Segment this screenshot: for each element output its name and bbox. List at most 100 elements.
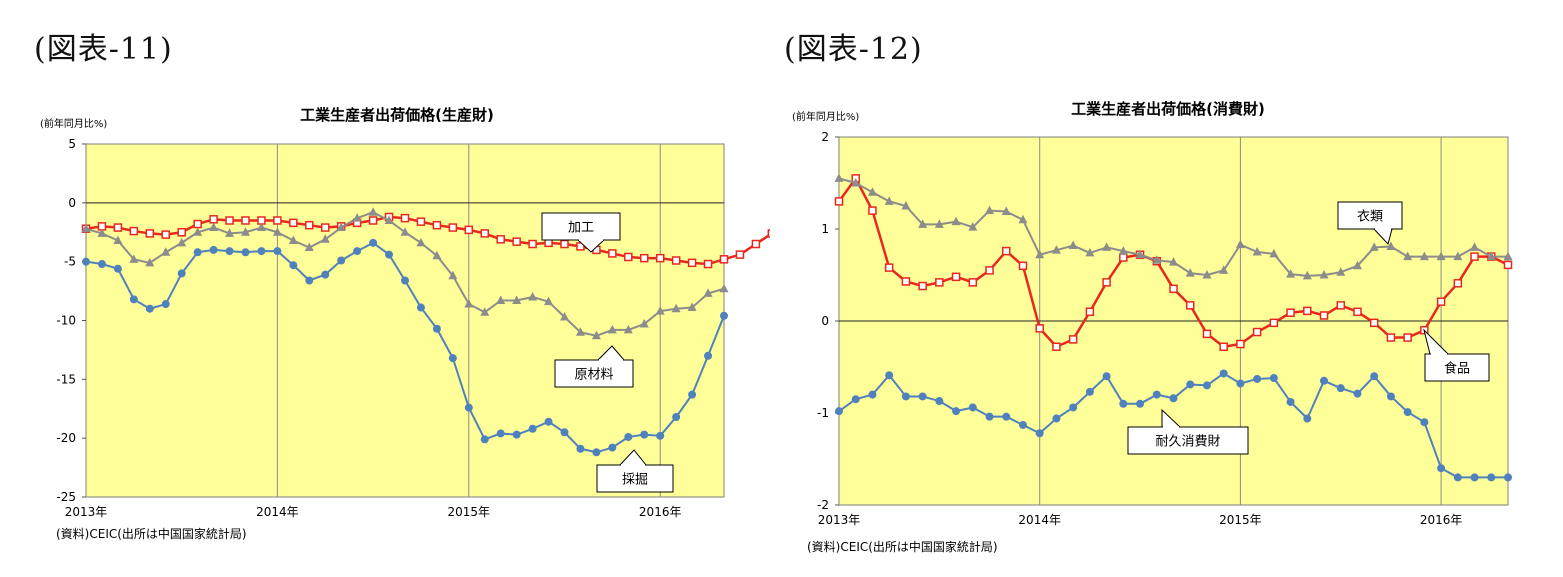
y-tick-label: -25 (56, 490, 76, 504)
data-point (225, 228, 235, 237)
data-point (416, 237, 426, 247)
data-point (1219, 369, 1228, 378)
data-point (257, 247, 266, 256)
data-point (985, 266, 994, 275)
data-point (1386, 241, 1396, 250)
data-point (1252, 327, 1262, 337)
y-tick-label: -10 (56, 314, 76, 328)
data-point (688, 390, 697, 399)
data-point (129, 226, 139, 236)
data-point (480, 307, 490, 316)
data-point (1002, 412, 1011, 421)
y-tick-label: -1 (817, 406, 829, 420)
data-point (1369, 242, 1379, 251)
data-point (1219, 265, 1229, 274)
data-point (1136, 399, 1145, 408)
y-unit-label: (前年同月比%) (40, 117, 107, 130)
data-point (1252, 247, 1262, 256)
data-point (241, 216, 250, 225)
data-point (671, 303, 681, 313)
data-point (1102, 372, 1111, 381)
data-point (145, 304, 154, 313)
legend-label: 耐久消費財 (1155, 435, 1220, 450)
data-point (918, 219, 928, 228)
data-point (368, 216, 378, 225)
data-point (1403, 251, 1413, 261)
data-point (209, 245, 218, 254)
data-point (901, 201, 911, 210)
data-point (624, 432, 633, 441)
data-point (1035, 249, 1045, 259)
data-point (1503, 260, 1513, 270)
data-point (241, 248, 250, 257)
data-point (225, 247, 234, 256)
data-point (1353, 307, 1362, 317)
data-point (145, 257, 155, 267)
data-point (719, 255, 729, 264)
data-point (289, 261, 298, 270)
data-point (496, 295, 506, 304)
y-unit-label: (前年同月比%) (792, 110, 859, 123)
data-point (1486, 251, 1496, 261)
x-tick-label: 2014年 (1018, 513, 1061, 527)
data-point (1269, 248, 1279, 258)
data-point (1236, 379, 1245, 388)
data-point (935, 397, 944, 406)
source-note: (資料)CEIC(出所は中国国家統計局) (56, 526, 247, 541)
data-point (624, 252, 633, 262)
data-point (113, 223, 123, 232)
data-point (177, 269, 186, 278)
callout-box (1127, 426, 1249, 455)
figure-12-label: (図表-12) (784, 32, 923, 67)
figure-11-label: (図表-11) (34, 32, 173, 67)
data-point (968, 222, 978, 231)
data-point (1286, 397, 1295, 406)
x-tick-label: 2015年 (1219, 513, 1262, 527)
data-point (1085, 387, 1094, 396)
data-point (1269, 318, 1279, 328)
data-point (241, 227, 250, 236)
data-point (1068, 335, 1078, 344)
data-point (129, 254, 139, 263)
data-point (528, 239, 537, 249)
data-point (1052, 414, 1061, 423)
x-tick-label: 2014年 (256, 505, 299, 519)
data-point (640, 253, 649, 263)
data-point (400, 213, 410, 223)
data-point (656, 431, 665, 440)
data-point (464, 225, 474, 235)
data-point (1370, 372, 1379, 381)
data-point (1185, 301, 1195, 310)
y-tick-label: 2 (821, 130, 829, 144)
data-point (1436, 297, 1446, 306)
data-point (968, 278, 978, 287)
data-point (1336, 301, 1345, 310)
data-point (400, 227, 410, 236)
data-point (416, 217, 426, 226)
data-point (1085, 307, 1095, 317)
data-point (835, 407, 843, 416)
data-point (1035, 324, 1044, 333)
data-point (1386, 333, 1396, 342)
data-point (1352, 260, 1362, 270)
data-point (851, 178, 861, 187)
data-point (1453, 473, 1462, 482)
data-point (528, 424, 537, 433)
data-point (193, 219, 202, 229)
data-point (113, 264, 122, 273)
data-point (480, 229, 489, 238)
data-point (751, 239, 761, 249)
data-point (432, 324, 441, 333)
data-point (1336, 267, 1346, 276)
data-point (687, 258, 697, 268)
data-point (512, 430, 521, 439)
x-tick-label: 2013年 (818, 513, 861, 527)
data-point (1369, 318, 1379, 328)
data-point (901, 277, 911, 286)
legend-label: 加工 (568, 221, 594, 236)
data-point (934, 219, 944, 228)
data-point (704, 351, 713, 360)
data-point (1303, 414, 1312, 423)
data-point (1119, 253, 1128, 262)
data-point (1135, 249, 1145, 259)
